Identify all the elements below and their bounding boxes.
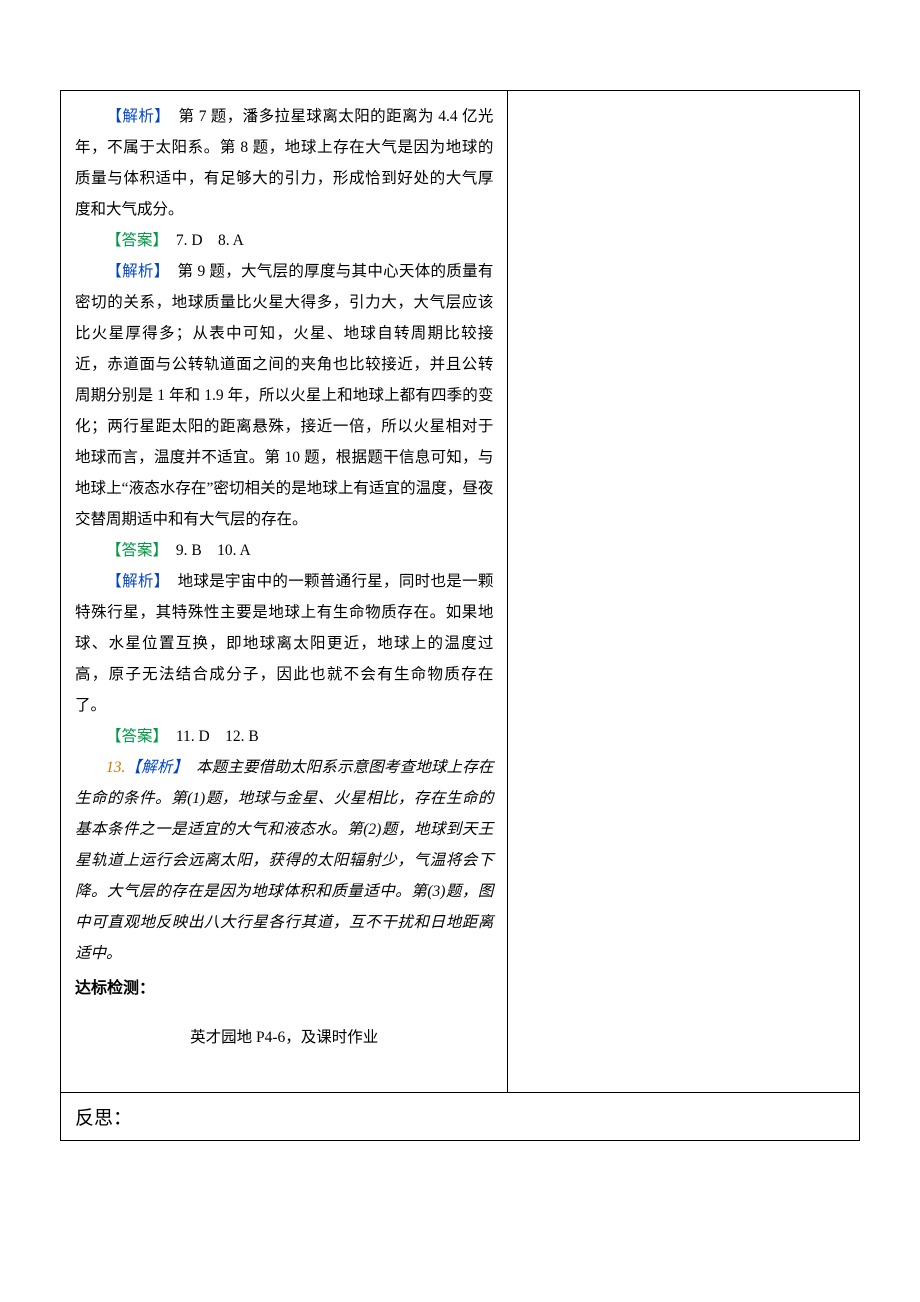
content-cell: 【解析】 第 7 题，潘多拉星球离太阳的距离为 4.4 亿光年，不属于太阳系。第…	[61, 91, 508, 1093]
footer-heading: 达标检测：	[75, 980, 155, 997]
analysis-label: 解析	[141, 759, 172, 776]
bracket-close: 】	[154, 108, 162, 125]
answer-label: 答案	[122, 542, 153, 559]
bracket-close: 】	[153, 232, 161, 249]
answer-block-7-8: 【答案】 7. D 8. A	[75, 225, 493, 256]
q13-number: 13.	[106, 759, 125, 776]
footer-center-line: 英才园地 P4-6，及课时作业	[75, 1021, 493, 1055]
analysis-block-11-12: 【解析】 地球是宇宙中的一颗普通行星，同时也是一颗特殊行星，其特殊性主要是地球上…	[75, 566, 493, 721]
answer-label: 答案	[122, 728, 153, 745]
bracket-close: 】	[154, 573, 162, 590]
bracket-open: 【	[106, 542, 122, 559]
answer-text-9-10: 9. B 10. A	[176, 542, 251, 559]
bracket-close: 】	[173, 759, 181, 776]
bracket-open: 【	[106, 573, 122, 590]
content-row: 【解析】 第 7 题，潘多拉星球离太阳的距离为 4.4 亿光年，不属于太阳系。第…	[61, 91, 860, 1093]
bracket-open: 【	[106, 728, 122, 745]
analysis-label: 解析	[122, 263, 154, 280]
side-cell	[508, 91, 860, 1093]
bracket-open: 【	[106, 232, 122, 249]
answer-block-11-12: 【答案】 11. D 12. B	[75, 721, 493, 752]
reflection-cell: 反思：	[61, 1093, 860, 1141]
bracket-open: 【	[106, 263, 122, 280]
bracket-open: 【	[125, 759, 141, 776]
analysis-block-7-8: 【解析】 第 7 题，潘多拉星球离太阳的距离为 4.4 亿光年，不属于太阳系。第…	[75, 101, 493, 225]
analysis-text-13: 本题主要借助太阳系示意图考查地球上存在生命的条件。第(1)题，地球与金星、火星相…	[75, 759, 493, 962]
analysis-block-9-10: 【解析】 第 9 题，大气层的厚度与其中心天体的质量有密切的关系，地球质量比火星…	[75, 256, 493, 535]
reflection-row: 反思：	[61, 1093, 860, 1141]
answer-block-9-10: 【答案】 9. B 10. A	[75, 535, 493, 566]
bracket-close: 】	[153, 542, 161, 559]
bracket-close: 】	[154, 263, 162, 280]
footer-text: 英才园地 P4-6，及课时作业	[190, 1029, 378, 1046]
answer-label: 答案	[122, 232, 153, 249]
bracket-open: 【	[106, 108, 122, 125]
answer-text-11-12: 11. D 12. B	[176, 728, 259, 745]
content-table: 【解析】 第 7 题，潘多拉星球离太阳的距离为 4.4 亿光年，不属于太阳系。第…	[60, 90, 860, 1141]
analysis-text-11-12: 地球是宇宙中的一颗普通行星，同时也是一颗特殊行星，其特殊性主要是地球上有生命物质…	[75, 573, 493, 714]
answer-text-7-8: 7. D 8. A	[176, 232, 244, 249]
analysis-label: 解析	[122, 108, 154, 125]
reflection-label: 反思：	[75, 1108, 132, 1129]
bracket-close: 】	[153, 728, 161, 745]
analysis-label: 解析	[122, 573, 154, 590]
analysis-block-13: 13.【解析】 本题主要借助太阳系示意图考查地球上存在生命的条件。第(1)题，地…	[75, 752, 493, 969]
analysis-text-9-10: 第 9 题，大气层的厚度与其中心天体的质量有密切的关系，地球质量比火星大得多，引…	[75, 263, 493, 528]
footer-heading-line: 达标检测：	[75, 973, 493, 1005]
footer-spacer	[75, 1070, 493, 1082]
